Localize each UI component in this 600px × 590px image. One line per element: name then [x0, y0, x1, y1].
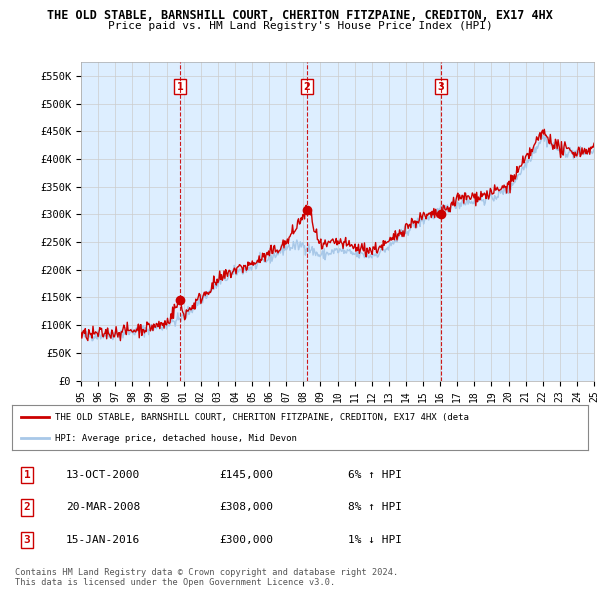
- Text: Price paid vs. HM Land Registry's House Price Index (HPI): Price paid vs. HM Land Registry's House …: [107, 21, 493, 31]
- Text: £308,000: £308,000: [219, 503, 273, 512]
- Text: 20-MAR-2008: 20-MAR-2008: [66, 503, 140, 512]
- Text: Contains HM Land Registry data © Crown copyright and database right 2024.
This d: Contains HM Land Registry data © Crown c…: [15, 568, 398, 587]
- Text: THE OLD STABLE, BARNSHILL COURT, CHERITON FITZPAINE, CREDITON, EX17 4HX: THE OLD STABLE, BARNSHILL COURT, CHERITO…: [47, 9, 553, 22]
- Text: 1: 1: [23, 470, 31, 480]
- Text: 2: 2: [304, 82, 310, 92]
- Text: 6% ↑ HPI: 6% ↑ HPI: [348, 470, 402, 480]
- Text: 3: 3: [437, 82, 444, 92]
- Text: £300,000: £300,000: [219, 535, 273, 545]
- Text: 15-JAN-2016: 15-JAN-2016: [66, 535, 140, 545]
- Text: 3: 3: [23, 535, 31, 545]
- Text: THE OLD STABLE, BARNSHILL COURT, CHERITON FITZPAINE, CREDITON, EX17 4HX (deta: THE OLD STABLE, BARNSHILL COURT, CHERITO…: [55, 413, 469, 422]
- Text: 8% ↑ HPI: 8% ↑ HPI: [348, 503, 402, 512]
- Text: £145,000: £145,000: [219, 470, 273, 480]
- Text: 13-OCT-2000: 13-OCT-2000: [66, 470, 140, 480]
- Text: HPI: Average price, detached house, Mid Devon: HPI: Average price, detached house, Mid …: [55, 434, 297, 442]
- Text: 2: 2: [23, 503, 31, 512]
- Text: 1: 1: [176, 82, 184, 92]
- Text: 1% ↓ HPI: 1% ↓ HPI: [348, 535, 402, 545]
